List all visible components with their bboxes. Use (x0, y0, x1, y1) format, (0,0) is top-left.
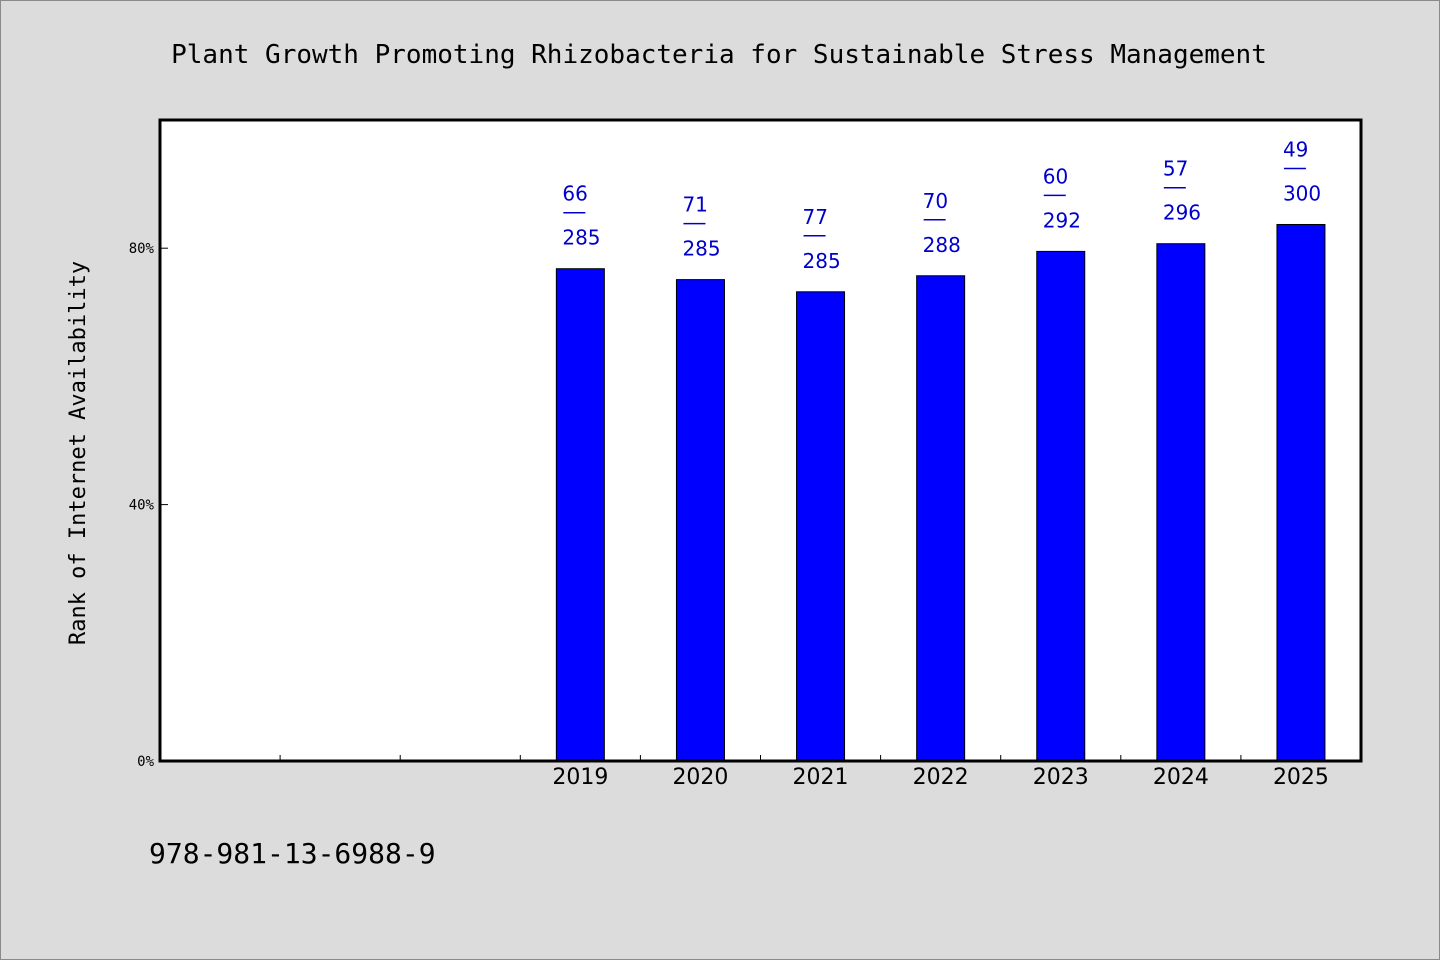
bar (916, 275, 966, 762)
bar (1036, 250, 1086, 762)
bars (555, 223, 1326, 762)
x-tick-label: 2022 (913, 765, 969, 790)
x-tick-label: 2019 (552, 765, 608, 790)
rank-label: 77 (803, 205, 828, 229)
rank-label: 49 (1283, 137, 1308, 161)
total-label: 285 (562, 226, 600, 250)
bar (555, 268, 605, 762)
x-tick-label: 2025 (1273, 765, 1329, 790)
y-tick-label: 40% (129, 498, 155, 514)
total-label: 285 (682, 237, 720, 261)
total-label: 285 (803, 249, 841, 273)
x-tick-label: 2021 (793, 765, 849, 790)
y-axis-label: Rank of Internet Availability (66, 261, 91, 645)
rank-label: 66 (562, 182, 587, 206)
data-labels: 66 285 71 285 77 285 70 288 60 292 57 296 49 300 (562, 137, 1321, 272)
isbn-footer: 978-981-13-6988-9 (149, 837, 436, 870)
plot-frame (158, 118, 1363, 763)
x-axis-ticks: 2019 2020 2021 2022 2023 2024 2025 (279, 755, 1329, 790)
y-tick-label: 80% (129, 241, 155, 257)
rank-label: 71 (682, 193, 707, 217)
bar (796, 291, 846, 762)
rank-label: 60 (1043, 164, 1068, 188)
x-tick-label: 2024 (1153, 765, 1209, 790)
y-tick-label: 0% (137, 754, 154, 770)
x-tick-label: 2023 (1033, 765, 1089, 790)
total-label: 288 (923, 233, 961, 257)
x-tick-label: 2020 (672, 765, 728, 790)
bar (1276, 223, 1326, 762)
rank-label: 70 (923, 189, 948, 213)
bar (1156, 243, 1206, 762)
rank-label: 57 (1163, 157, 1188, 181)
chart-title: Plant Growth Promoting Rhizobacteria for… (171, 40, 1267, 70)
y-axis-ticks: 0% 40% 80% (129, 241, 168, 770)
total-label: 296 (1163, 201, 1201, 225)
total-label: 292 (1043, 208, 1081, 232)
bar (675, 279, 725, 762)
total-label: 300 (1283, 181, 1321, 205)
